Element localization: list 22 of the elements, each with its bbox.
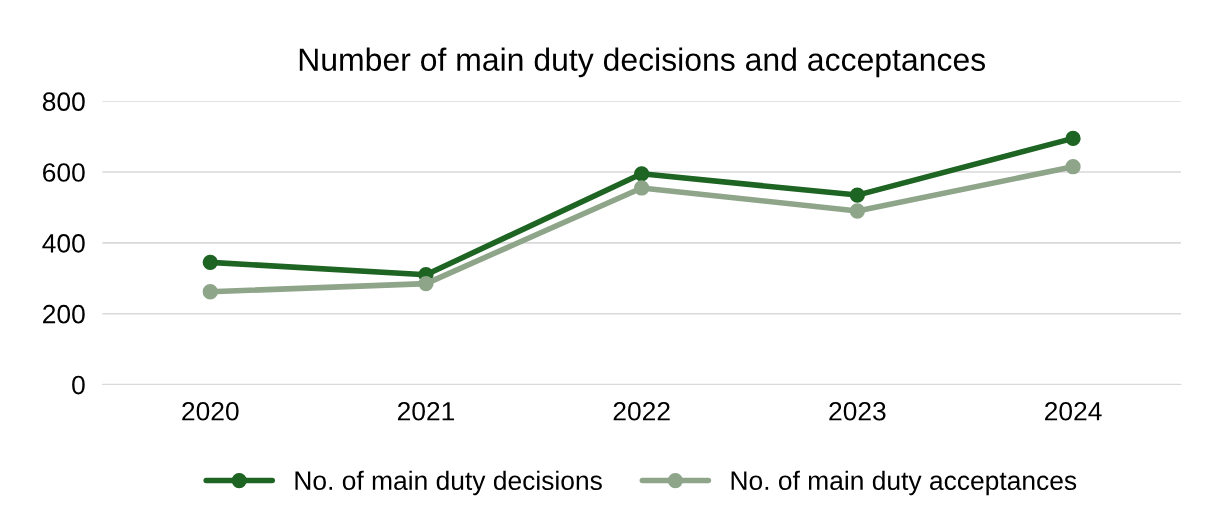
- x-tick-label: 2021: [397, 401, 455, 421]
- point: [202, 284, 218, 300]
- x-tick-label: 2024: [1045, 401, 1102, 421]
- point: [202, 254, 218, 271]
- legend-label: No. of main duty decisions: [295, 470, 602, 496]
- chart-title: Number of main duty decisions and acceptances: [299, 47, 986, 78]
- point: [634, 166, 650, 182]
- point: [849, 203, 865, 219]
- y-tick-label: 200: [43, 304, 85, 324]
- x-tick-label: 2020: [182, 401, 239, 421]
- point: [634, 180, 650, 196]
- point: [1065, 159, 1081, 175]
- point: [849, 187, 865, 203]
- y-tick-label: 600: [43, 163, 85, 182]
- x-tick-label: 2023: [829, 401, 886, 421]
- x-tick-label: 2022: [613, 401, 670, 421]
- y-tick-label: 800: [42, 92, 85, 112]
- point: [1065, 130, 1081, 147]
- y-tick-label: 0: [72, 375, 85, 395]
- y-tick-label: 400: [42, 234, 85, 253]
- point: [418, 275, 434, 292]
- legend-label: No. of main duty acceptances: [731, 470, 1077, 496]
